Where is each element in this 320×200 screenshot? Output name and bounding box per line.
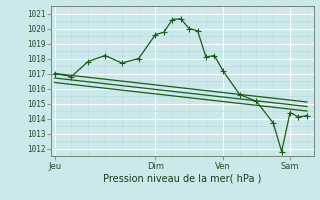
X-axis label: Pression niveau de la mer( hPa ): Pression niveau de la mer( hPa ) xyxy=(103,173,261,183)
